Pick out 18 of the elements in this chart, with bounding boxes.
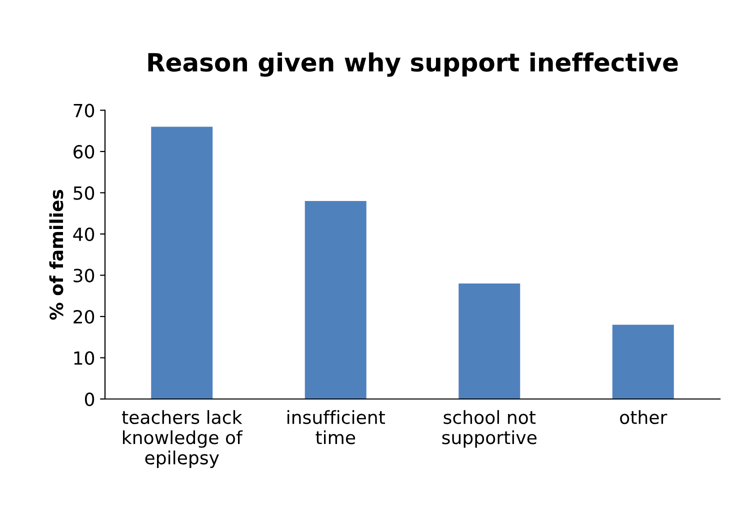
y-axis-title: % of families: [49, 190, 64, 320]
x-tick-label: school not supportive: [442, 410, 536, 448]
y-tick-label: 60: [74, 144, 94, 159]
bar: [304, 201, 366, 399]
chart-title: Reason given why support ineffective: [148, 52, 678, 77]
y-tick-label: 30: [74, 268, 94, 282]
x-tick-label: teachers lack knowledge of epilepsy: [122, 410, 243, 468]
y-tick-label: 40: [73, 227, 94, 242]
bar: [612, 324, 674, 399]
y-tick-label: 0: [84, 392, 94, 406]
bar: [151, 126, 213, 399]
y-tick-label: 10: [74, 351, 94, 365]
bar: [458, 284, 520, 399]
y-tick-label: 70: [74, 104, 94, 118]
x-tick-label: insufficient time: [288, 410, 385, 444]
x-tick-label: other: [620, 410, 668, 424]
y-tick-label: 20: [74, 310, 94, 324]
y-tick-label: 50: [74, 186, 94, 200]
